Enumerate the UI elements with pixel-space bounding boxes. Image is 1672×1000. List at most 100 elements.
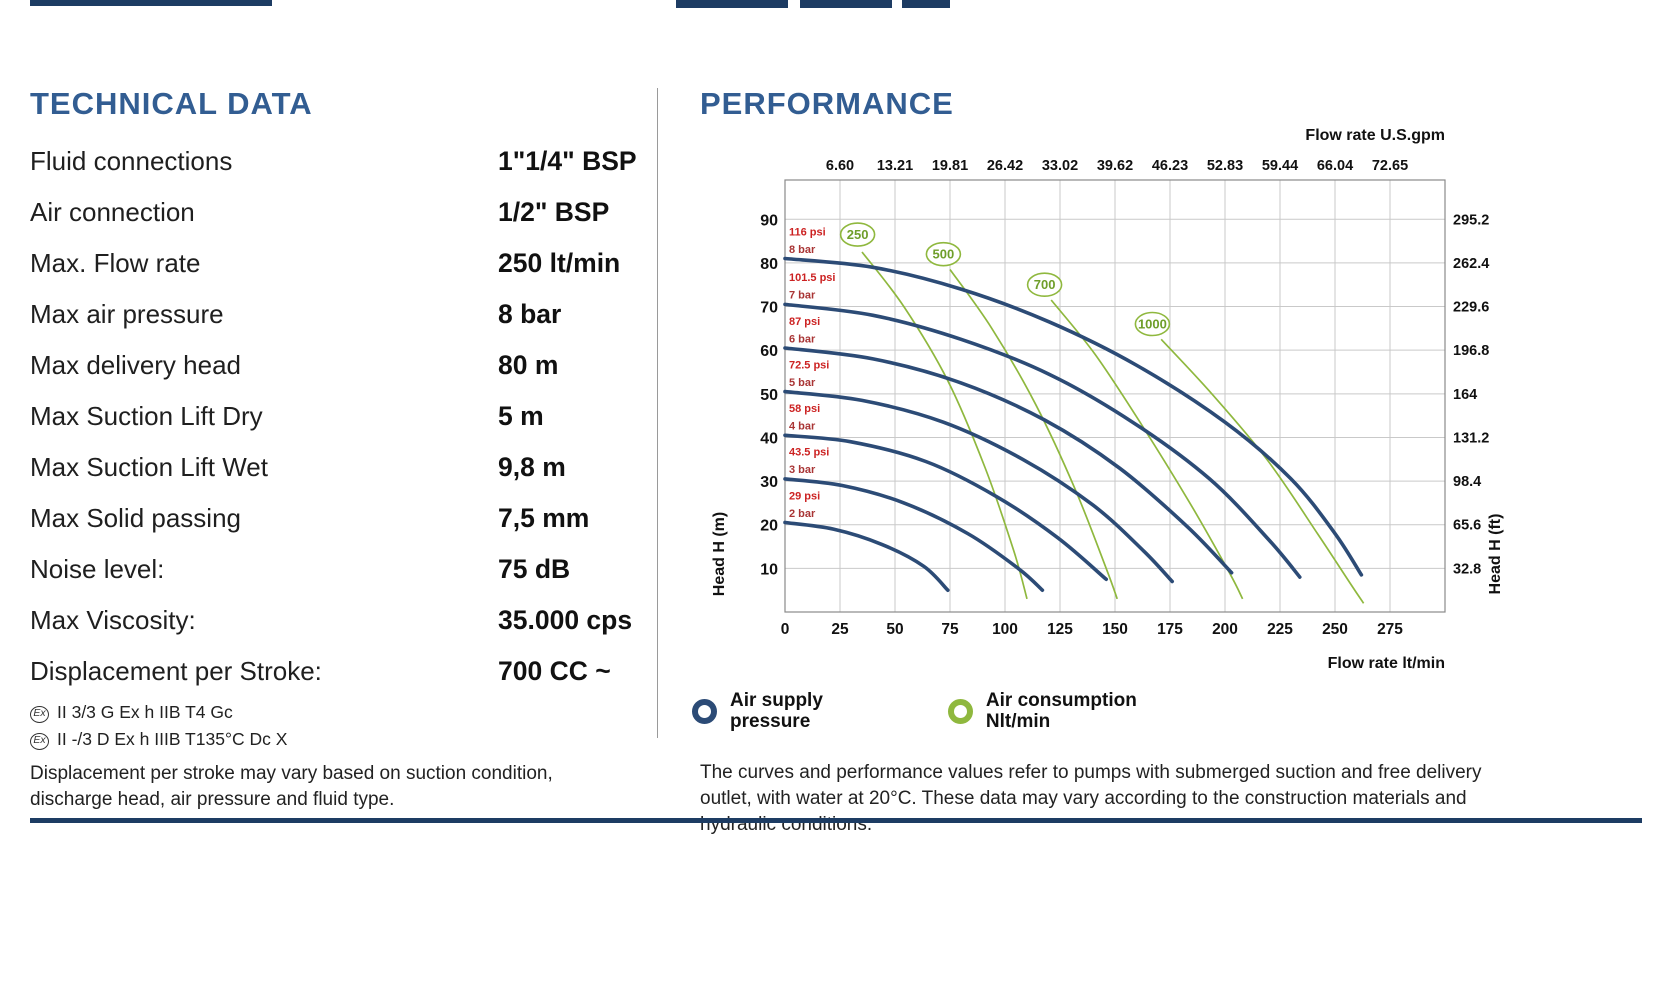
svg-text:90: 90 bbox=[760, 212, 778, 229]
tech-row: Max Solid passing 7,5 mm bbox=[30, 493, 640, 544]
svg-text:26.42: 26.42 bbox=[987, 158, 1023, 174]
column-divider bbox=[657, 88, 658, 738]
tech-row-value: 1"1/4" BSP bbox=[498, 146, 637, 176]
svg-text:262.4: 262.4 bbox=[1453, 256, 1489, 272]
tech-row-value: 9,8 m bbox=[498, 452, 566, 482]
atex-line-text: II 3/3 G Ex h IIB T4 Gc bbox=[57, 702, 233, 722]
svg-text:80: 80 bbox=[760, 256, 778, 273]
svg-text:72.65: 72.65 bbox=[1372, 158, 1408, 174]
svg-text:43.5 psi: 43.5 psi bbox=[789, 447, 829, 459]
performance-section: PERFORMANCE 6.60 13.21 19.81 26.42 33.02 39.6… bbox=[692, 86, 1540, 838]
technical-data-title: TECHNICAL DATA bbox=[30, 86, 313, 121]
svg-text:29 psi: 29 psi bbox=[789, 490, 820, 502]
svg-text:150: 150 bbox=[1102, 621, 1128, 638]
svg-text:Head H (ft): Head H (ft) bbox=[1487, 514, 1504, 595]
performance-note: The curves and performance values refer … bbox=[700, 762, 1482, 835]
tech-row: Max. Flow rate 250 lt/min bbox=[30, 238, 640, 289]
svg-text:5 bar: 5 bar bbox=[789, 377, 816, 389]
tech-row: Fluid connections 1"1/4" BSP bbox=[30, 136, 640, 187]
svg-text:39.62: 39.62 bbox=[1097, 158, 1133, 174]
svg-text:13.21: 13.21 bbox=[877, 158, 913, 174]
tech-row-label: Fluid connections bbox=[30, 146, 233, 176]
svg-text:100: 100 bbox=[992, 621, 1018, 638]
svg-text:70: 70 bbox=[760, 300, 778, 317]
svg-text:6 bar: 6 bar bbox=[789, 333, 816, 345]
atex-ex-icon: Ex bbox=[30, 733, 49, 750]
svg-text:101.5 psi: 101.5 psi bbox=[789, 272, 835, 284]
performance-title: PERFORMANCE bbox=[700, 86, 954, 121]
svg-text:8 bar: 8 bar bbox=[789, 244, 816, 256]
tech-row: Air connection 1/2" BSP bbox=[30, 187, 640, 238]
tech-row-label: Max. Flow rate bbox=[30, 248, 201, 278]
cropped-header-artifact bbox=[902, 0, 950, 8]
svg-text:65.6: 65.6 bbox=[1453, 518, 1481, 534]
svg-text:6.60: 6.60 bbox=[826, 158, 854, 174]
svg-text:Head H (m): Head H (m) bbox=[711, 512, 728, 596]
svg-text:295.2: 295.2 bbox=[1453, 212, 1489, 228]
svg-text:58 psi: 58 psi bbox=[789, 403, 820, 415]
bottom-rule bbox=[30, 818, 1642, 823]
svg-text:3 bar: 3 bar bbox=[789, 464, 816, 476]
svg-text:229.6: 229.6 bbox=[1453, 300, 1489, 316]
svg-text:75: 75 bbox=[941, 621, 959, 638]
chart-axis-labels: 6.60 13.21 19.81 26.42 33.02 39.62 46.23 52.83 5… bbox=[711, 127, 1504, 672]
svg-text:225: 225 bbox=[1267, 621, 1293, 638]
tech-rows: Fluid connections 1"1/4" BSP Air connectio… bbox=[30, 136, 640, 697]
consumption-curves bbox=[861, 251, 1365, 604]
atex-line: Ex II -/3 D Ex h IIIB T135°C Dc X bbox=[30, 726, 640, 753]
legend-item: Air supply pressure bbox=[692, 690, 823, 732]
svg-text:131.2: 131.2 bbox=[1453, 430, 1489, 446]
cropped-header-artifact bbox=[800, 0, 892, 8]
svg-text:19.81: 19.81 bbox=[932, 158, 968, 174]
tech-row-label: Air connection bbox=[30, 197, 195, 227]
svg-text:40: 40 bbox=[760, 430, 778, 447]
svg-text:116 psi: 116 psi bbox=[789, 226, 826, 238]
svg-text:32.8: 32.8 bbox=[1453, 561, 1481, 577]
svg-text:250: 250 bbox=[1322, 621, 1348, 638]
tech-row-label: Max Viscosity: bbox=[30, 605, 196, 635]
svg-text:25: 25 bbox=[831, 621, 849, 638]
tech-note: Displacement per stroke may vary based o… bbox=[30, 763, 553, 810]
legend-marker-icon bbox=[692, 698, 717, 724]
svg-text:59.44: 59.44 bbox=[1262, 158, 1298, 174]
svg-text:20: 20 bbox=[760, 518, 778, 535]
svg-text:250: 250 bbox=[847, 227, 869, 242]
atex-lines: Ex II 3/3 G Ex h IIB T4 Gc Ex II -/3 D Ex h… bbox=[30, 699, 640, 753]
tech-row: Max air pressure 8 bar bbox=[30, 289, 640, 340]
svg-text:50: 50 bbox=[886, 621, 903, 638]
tech-row-value: 250 lt/min bbox=[498, 248, 621, 278]
svg-text:30: 30 bbox=[760, 474, 778, 491]
legend-label: Air supply pressure bbox=[730, 690, 823, 732]
svg-text:0: 0 bbox=[781, 621, 790, 638]
tech-row-label: Max delivery head bbox=[30, 350, 241, 380]
tech-row: Max delivery head 80 m bbox=[30, 340, 640, 391]
tech-row: Max Suction Lift Wet 9,8 m bbox=[30, 442, 640, 493]
svg-text:72.5 psi: 72.5 psi bbox=[789, 359, 829, 371]
tech-row: Displacement per Stroke: 700 CC ~ bbox=[30, 646, 640, 697]
legend-item: Air consumption Nlt/min bbox=[947, 690, 1137, 732]
tech-row: Max Viscosity: 35.000 cps bbox=[30, 595, 640, 646]
tech-row: Max Suction Lift Dry 5 m bbox=[30, 391, 640, 442]
svg-text:4 bar: 4 bar bbox=[789, 421, 816, 433]
svg-text:175: 175 bbox=[1157, 621, 1183, 638]
svg-text:60: 60 bbox=[760, 343, 778, 360]
svg-text:50: 50 bbox=[760, 387, 778, 404]
atex-line: Ex II 3/3 G Ex h IIB T4 Gc bbox=[30, 699, 640, 726]
tech-row-value: 7,5 mm bbox=[498, 503, 590, 533]
legend-label: Air consumption Nlt/min bbox=[985, 690, 1137, 732]
svg-text:Flow rate lt/min: Flow rate lt/min bbox=[1328, 655, 1445, 672]
tech-row-value: 75 dB bbox=[498, 554, 571, 584]
pressure-psi-labels: 116 psi 8 bar 101.5 psi 7 bar 87 psi 6 bar 72.… bbox=[789, 226, 835, 519]
svg-text:700: 700 bbox=[1034, 277, 1056, 292]
pressure-curves bbox=[783, 256, 1364, 592]
tech-row-label: Max Suction Lift Dry bbox=[30, 401, 263, 431]
tech-row-label: Max Solid passing bbox=[30, 503, 241, 533]
performance-chart-svg: 6.60 13.21 19.81 26.42 33.02 39.62 46.23 52.83 5… bbox=[711, 127, 1504, 672]
tech-row-value: 80 m bbox=[498, 350, 559, 380]
legend-marker-icon bbox=[947, 698, 973, 724]
svg-text:Flow rate U.S.gpm: Flow rate U.S.gpm bbox=[1305, 127, 1445, 144]
svg-text:46.23: 46.23 bbox=[1152, 158, 1188, 174]
svg-text:275: 275 bbox=[1377, 621, 1403, 638]
svg-text:7 bar: 7 bar bbox=[789, 290, 816, 302]
